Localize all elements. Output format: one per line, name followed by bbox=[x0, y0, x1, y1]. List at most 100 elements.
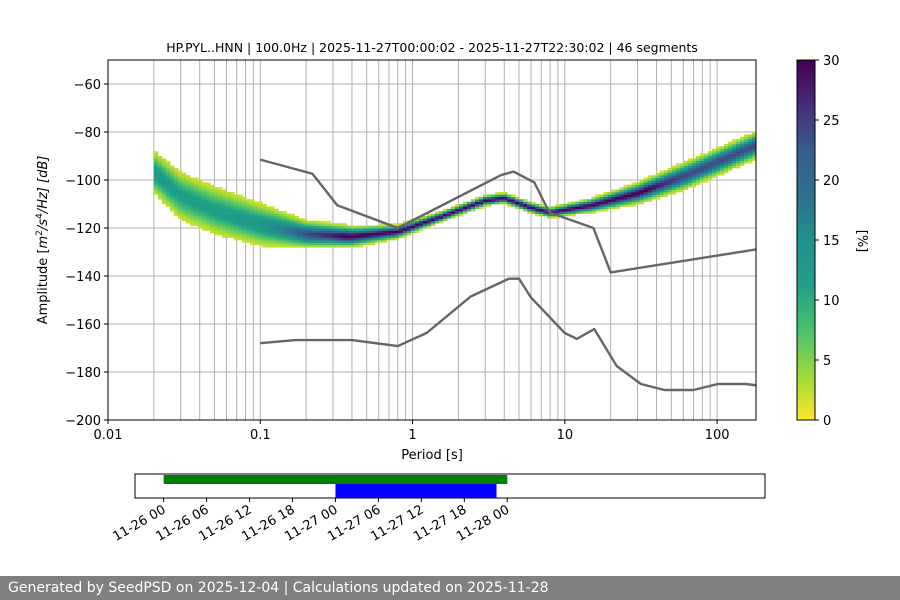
psd-cell bbox=[214, 196, 219, 200]
psd-cell bbox=[479, 204, 484, 207]
psd-cell bbox=[527, 211, 532, 214]
psd-cell bbox=[210, 204, 215, 207]
psd-cell bbox=[707, 165, 713, 169]
psd-cell bbox=[214, 206, 219, 210]
psd-cell bbox=[410, 228, 416, 231]
x-axis-label: Period [s] bbox=[401, 448, 463, 463]
psd-cell bbox=[306, 235, 311, 238]
psd-cell bbox=[739, 146, 745, 150]
psd-cell bbox=[587, 206, 592, 210]
psd-cell bbox=[198, 225, 203, 229]
psd-cell bbox=[334, 237, 339, 241]
psd-cell bbox=[310, 244, 315, 248]
psd-cell bbox=[214, 192, 219, 195]
psd-cell bbox=[535, 211, 540, 214]
psd-cell bbox=[250, 211, 255, 214]
psd-cell bbox=[270, 225, 275, 229]
psd-cell bbox=[282, 213, 287, 217]
psd-cell bbox=[747, 139, 753, 142]
psd-cell bbox=[169, 187, 175, 190]
psd-cell bbox=[547, 213, 552, 217]
psd-cell bbox=[639, 187, 645, 190]
psd-cell bbox=[575, 206, 580, 210]
psd-cell bbox=[234, 232, 239, 236]
psd-cell bbox=[695, 175, 701, 178]
psd-cell bbox=[430, 223, 436, 226]
psd-cell bbox=[683, 170, 689, 174]
psd-cell bbox=[583, 204, 588, 207]
psd-cell bbox=[639, 182, 645, 186]
psd-cell bbox=[378, 235, 384, 238]
psd-cell bbox=[406, 223, 412, 226]
psd-cell bbox=[703, 160, 709, 164]
psd-cell bbox=[715, 163, 721, 166]
psd-cell bbox=[330, 235, 335, 238]
psd-cell bbox=[258, 216, 263, 219]
psd-cell bbox=[153, 189, 159, 193]
psd-cell bbox=[679, 177, 685, 181]
psd-cell bbox=[262, 237, 267, 241]
psd-cell bbox=[543, 211, 548, 214]
psd-cell bbox=[310, 223, 315, 226]
psd-cell bbox=[751, 144, 756, 147]
psd-cell bbox=[687, 182, 693, 186]
psd-cell bbox=[198, 204, 203, 207]
psd-cell bbox=[274, 213, 279, 217]
psd-cell bbox=[691, 175, 697, 178]
psd-cell bbox=[286, 235, 291, 238]
psd-cell bbox=[193, 182, 199, 186]
psd-cell bbox=[747, 146, 753, 150]
psd-cell bbox=[603, 196, 608, 200]
psd-cell bbox=[370, 237, 376, 241]
psd-cell bbox=[189, 184, 195, 188]
psd-cell bbox=[503, 192, 508, 195]
psd-cell bbox=[294, 220, 299, 224]
psd-cell bbox=[278, 228, 283, 231]
plot-frame bbox=[107, 59, 757, 421]
psd-cell bbox=[579, 201, 584, 205]
psd-cell bbox=[346, 244, 352, 248]
psd-cell bbox=[575, 204, 580, 207]
psd-cell bbox=[362, 242, 368, 246]
psd-cell bbox=[322, 228, 327, 231]
psd-cell bbox=[242, 199, 247, 202]
psd-cell bbox=[242, 196, 247, 200]
psd-cell bbox=[659, 187, 665, 190]
psd-cell bbox=[157, 172, 163, 176]
psd-cell bbox=[230, 228, 235, 231]
psd-cell bbox=[210, 206, 215, 210]
psd-cell bbox=[169, 192, 175, 195]
psd-cell bbox=[414, 225, 420, 229]
psd-cell bbox=[499, 196, 504, 200]
psd-cell bbox=[607, 194, 612, 198]
psd-cell bbox=[262, 206, 267, 210]
psd-cell bbox=[298, 228, 303, 231]
psd-cell bbox=[374, 237, 380, 241]
psd-cell bbox=[446, 213, 452, 217]
psd-cell bbox=[242, 228, 247, 231]
psd-cell bbox=[354, 232, 360, 236]
psd-cell bbox=[483, 194, 488, 198]
psd-cell bbox=[462, 206, 468, 210]
psd-cell bbox=[715, 151, 721, 154]
psd-cell bbox=[695, 165, 701, 169]
psd-cell bbox=[739, 141, 745, 145]
psd-cell bbox=[358, 232, 364, 236]
psd-cell bbox=[479, 196, 484, 200]
psd-cell bbox=[314, 244, 319, 248]
psd-cell bbox=[366, 230, 372, 234]
psd-cell bbox=[310, 228, 315, 231]
psd-cell bbox=[258, 223, 263, 226]
psd-cell bbox=[258, 211, 263, 214]
psd-cell bbox=[727, 146, 733, 150]
psd-cell bbox=[250, 199, 255, 202]
psd-cell bbox=[258, 206, 263, 210]
psd-cell bbox=[322, 223, 327, 226]
psd-cell bbox=[402, 235, 408, 238]
psd-cell bbox=[218, 204, 223, 207]
psd-cell bbox=[667, 182, 673, 186]
psd-cell bbox=[346, 237, 352, 241]
psd-cell bbox=[266, 235, 271, 238]
psd-cell bbox=[202, 225, 207, 229]
psd-cell bbox=[185, 182, 191, 186]
